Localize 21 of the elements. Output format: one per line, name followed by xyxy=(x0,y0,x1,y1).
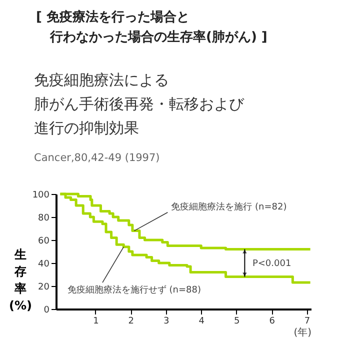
x-tick-label: 6 xyxy=(269,316,276,326)
y-tick-label: 20 xyxy=(38,282,50,292)
x-tick-label: 7 xyxy=(304,316,310,326)
annotation: 免疫細胞療法を施行 (n=82) xyxy=(171,202,287,213)
y-tick-label: 100 xyxy=(32,190,50,200)
y-tick-label: 60 xyxy=(38,236,50,246)
annotation: 免疫細胞療法を施行せず (n=88) xyxy=(67,284,201,296)
x-tick-label: 5 xyxy=(234,316,240,326)
y-tick-label: 40 xyxy=(38,260,50,270)
chart-title: [ 免疫療法を行った場合と行わなかった場合の生存率(肺がん) ] xyxy=(36,8,268,47)
annotation: P<0.001 xyxy=(252,259,292,269)
x-tick-label: 3 xyxy=(164,316,170,326)
x-tick-label: 1 xyxy=(93,316,99,326)
y-tick-label: 80 xyxy=(38,214,50,224)
chart-subtitle: 免疫細胞療法による肺がん手術後再発・転移および進行の抑制効果 xyxy=(34,70,244,139)
x-tick-label: 2 xyxy=(128,316,134,326)
x-tick-label: 4 xyxy=(198,316,205,326)
y-axis-title: 生存率(%) xyxy=(9,248,32,312)
x-axis-title: (年) xyxy=(294,326,312,338)
y-tick-label: 0 xyxy=(44,306,50,316)
text: Cancer,80,42-49 (1997) xyxy=(34,152,160,164)
